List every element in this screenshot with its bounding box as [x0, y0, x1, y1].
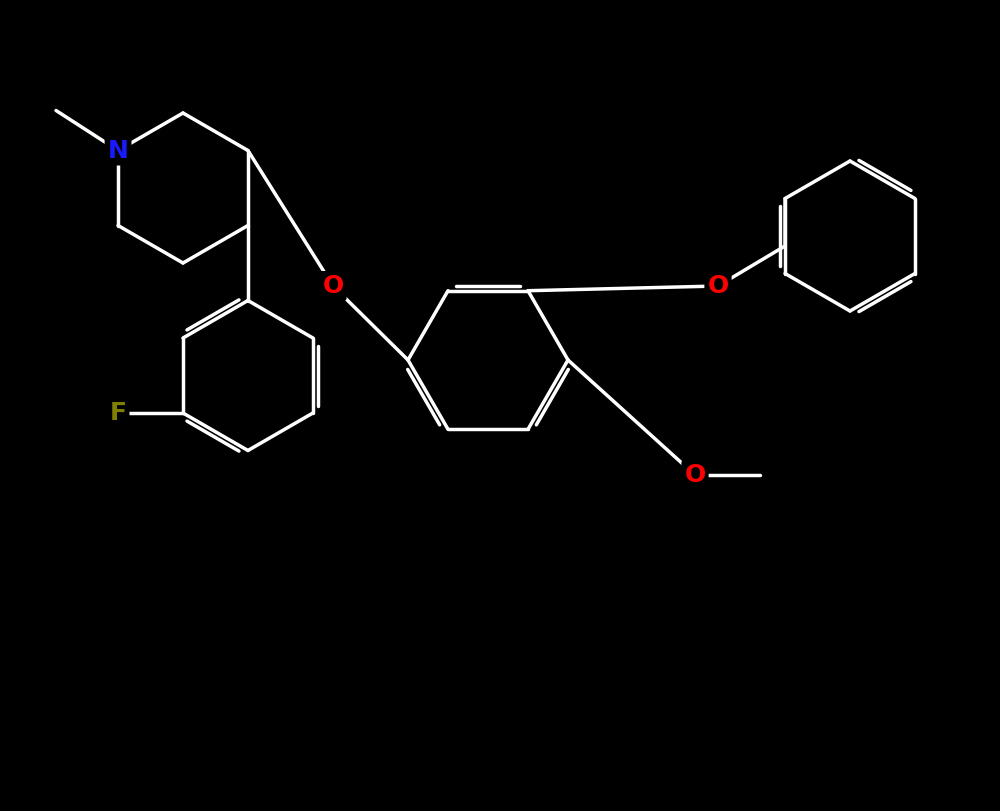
- Text: O: O: [707, 274, 729, 298]
- Text: F: F: [110, 401, 126, 425]
- Text: N: N: [108, 139, 128, 162]
- Text: O: O: [684, 463, 706, 487]
- Text: O: O: [322, 274, 344, 298]
